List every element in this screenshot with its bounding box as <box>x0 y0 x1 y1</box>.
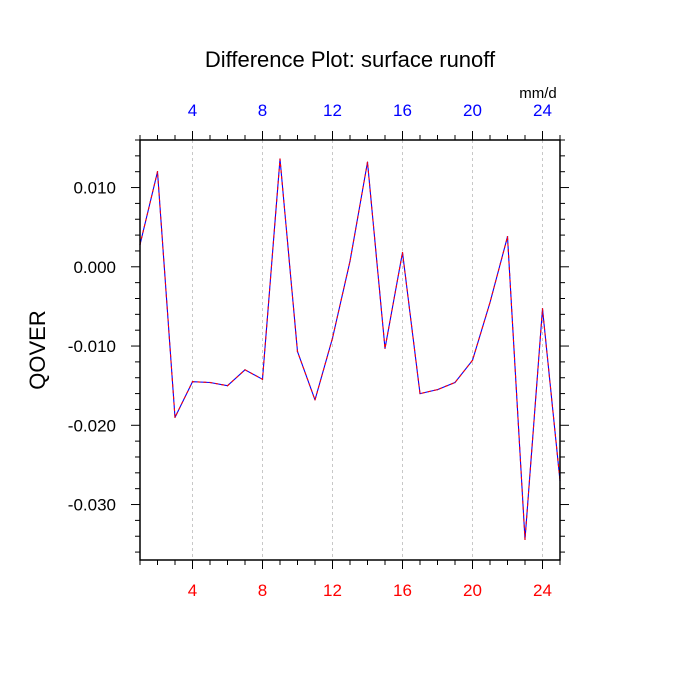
units-label: mm/d <box>519 85 557 102</box>
data-point-s2-15 <box>384 347 386 350</box>
x-tick-label-bottom-12: 12 <box>323 581 342 600</box>
series <box>139 158 561 540</box>
y-tick-label--0.020: -0.020 <box>68 416 116 435</box>
x-tick-label-bottom-16: 16 <box>393 581 412 600</box>
data-point-s2-8 <box>261 378 264 380</box>
data-point-s2-3 <box>174 416 176 418</box>
data-point-s2-16 <box>401 251 404 254</box>
x-tick-label-bottom-24: 24 <box>533 581 552 600</box>
y-tick-label--0.010: -0.010 <box>68 337 116 356</box>
tick-labels: 4 4 8 8 12 12 16 16 20 20 24 24 0.010 0.000 -0.010 -0.0… <box>68 101 552 600</box>
data-point-s2-23 <box>524 538 526 540</box>
data-point-s2-11 <box>314 399 316 401</box>
data-point-s2-14 <box>366 161 369 163</box>
x-tick-label-top-8: 8 <box>258 101 267 120</box>
data-point-s2-7 <box>244 369 246 371</box>
y-tick-label-0.000: 0.000 <box>73 258 116 277</box>
x-tick-label-top-12: 12 <box>323 101 342 120</box>
data-point-s2-13 <box>349 260 351 262</box>
data-point-s2-9 <box>279 158 281 160</box>
x-tick-label-bottom-8: 8 <box>258 581 267 600</box>
y-tick-label-0.010: 0.010 <box>73 179 116 198</box>
y-axis-label: QOVER <box>25 310 50 389</box>
data-point-s2-22 <box>506 236 509 238</box>
chart-title: Difference Plot: surface runoff <box>205 47 496 72</box>
data-point-s2-5 <box>209 381 211 384</box>
data-point-s2-20 <box>471 359 474 361</box>
data-point-s2-19 <box>454 381 456 384</box>
series-line-1 <box>139 158 561 540</box>
series-line-2 <box>139 158 561 540</box>
data-point-s2-2 <box>156 171 159 173</box>
data-point-s2-10 <box>296 350 299 353</box>
plot-frame <box>139 139 561 561</box>
x-tick-label-bottom-4: 4 <box>188 581 197 600</box>
y-tick-label--0.030: -0.030 <box>68 496 116 515</box>
data-point-s2-17 <box>419 392 421 395</box>
data-point-s2-4 <box>191 381 194 383</box>
data-point-s2-24 <box>541 308 544 310</box>
ticks <box>131 131 569 569</box>
data-point-s2-12 <box>331 337 334 339</box>
x-tick-label-top-16: 16 <box>393 101 412 120</box>
data-point-s2-21 <box>489 301 491 304</box>
x-tick-label-top-20: 20 <box>463 101 482 120</box>
x-tick-label-top-4: 4 <box>188 101 197 120</box>
grid <box>192 140 543 560</box>
x-tick-label-top-24: 24 <box>533 101 552 120</box>
data-point-s2-18 <box>436 389 439 391</box>
x-tick-label-bottom-20: 20 <box>463 581 482 600</box>
data-point-s2-6 <box>226 385 229 387</box>
